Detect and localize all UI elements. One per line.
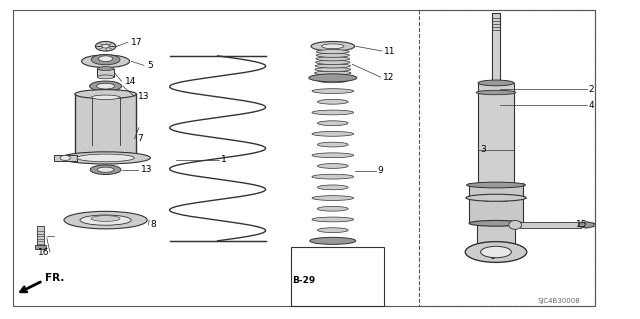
Bar [520,222,581,228]
Ellipse shape [99,56,113,62]
Text: 6: 6 [490,252,495,261]
Bar [492,13,500,185]
Text: 8: 8 [150,220,156,229]
Bar [291,247,384,306]
Ellipse shape [95,41,116,51]
Text: 2: 2 [589,85,595,94]
Text: SJC4B30008: SJC4B30008 [538,299,580,304]
Text: 13: 13 [138,92,149,101]
Ellipse shape [80,215,131,225]
Ellipse shape [465,242,527,262]
Bar [75,94,136,158]
Ellipse shape [466,194,526,201]
Ellipse shape [317,228,348,233]
Ellipse shape [469,220,523,226]
Ellipse shape [97,167,114,172]
Text: 12: 12 [383,73,394,82]
Text: B-29: B-29 [292,276,315,285]
Ellipse shape [308,74,357,82]
Text: 4: 4 [589,101,595,110]
Bar [477,222,515,252]
Bar [35,245,46,249]
Ellipse shape [312,153,354,158]
Ellipse shape [317,185,348,190]
Ellipse shape [317,121,348,126]
Bar [97,69,114,77]
Ellipse shape [92,216,120,221]
Ellipse shape [92,55,120,65]
Ellipse shape [317,164,348,168]
Ellipse shape [97,75,114,79]
Text: 16: 16 [38,248,50,256]
Ellipse shape [316,57,349,61]
Ellipse shape [317,78,348,83]
Ellipse shape [322,44,344,49]
Ellipse shape [481,246,511,258]
Text: 3: 3 [480,145,486,154]
Ellipse shape [316,53,349,57]
Bar [478,83,514,185]
Text: 17: 17 [131,38,143,47]
Ellipse shape [314,74,351,79]
Bar [54,155,77,161]
Ellipse shape [509,220,522,229]
Ellipse shape [97,67,114,70]
Ellipse shape [476,90,516,95]
Ellipse shape [92,95,120,100]
Ellipse shape [315,67,351,71]
Ellipse shape [64,211,147,229]
Bar [37,226,44,246]
Ellipse shape [317,206,348,211]
Ellipse shape [316,60,350,64]
Text: 5: 5 [147,61,153,70]
Text: 14: 14 [125,77,136,86]
Ellipse shape [312,239,354,243]
Text: 15: 15 [576,220,588,229]
Ellipse shape [317,49,349,54]
Ellipse shape [312,174,354,179]
Ellipse shape [97,83,115,89]
Ellipse shape [77,154,134,162]
Ellipse shape [478,80,514,86]
Ellipse shape [315,71,351,75]
Ellipse shape [312,217,354,222]
Ellipse shape [82,55,130,68]
Ellipse shape [467,182,525,188]
Ellipse shape [312,196,354,200]
Text: 9: 9 [378,166,383,175]
Text: 1: 1 [221,155,227,164]
Polygon shape [579,222,594,228]
Ellipse shape [61,152,150,164]
Ellipse shape [312,89,354,93]
Ellipse shape [102,44,109,48]
Ellipse shape [312,131,354,136]
Text: 7: 7 [138,134,143,143]
Circle shape [60,155,70,160]
Ellipse shape [317,100,348,104]
Ellipse shape [90,165,121,174]
Text: 13: 13 [141,165,152,174]
Bar [419,10,595,306]
Ellipse shape [311,41,355,51]
Ellipse shape [75,90,136,99]
Bar [469,183,523,223]
Ellipse shape [317,142,348,147]
Text: 11: 11 [384,47,396,56]
Text: FR.: FR. [45,273,64,284]
Ellipse shape [315,64,351,68]
Ellipse shape [310,237,356,244]
Ellipse shape [90,81,122,91]
Ellipse shape [312,110,354,115]
